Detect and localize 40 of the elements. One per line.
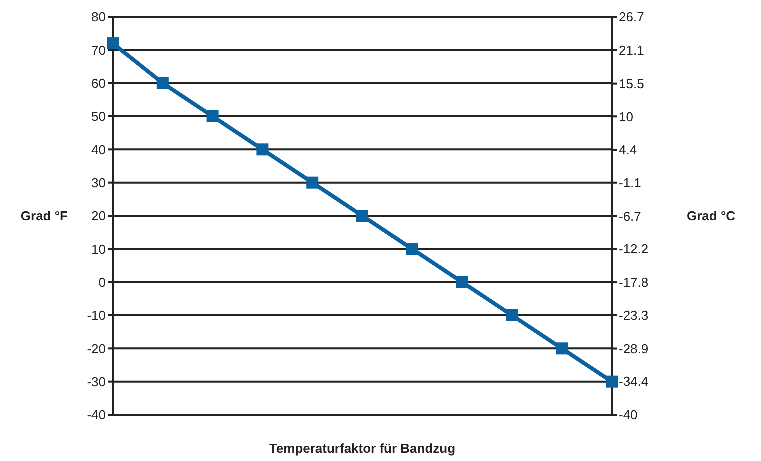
y2-tick-label: -28.9 xyxy=(619,341,649,356)
y-tick-label: -30 xyxy=(87,374,106,390)
y-tick-label: 60 xyxy=(92,76,106,91)
y-tick-label: -20 xyxy=(87,341,106,356)
y-tick-label: 40 xyxy=(92,142,106,158)
y-tick-label: -40 xyxy=(87,408,106,423)
y-tick-label: 30 xyxy=(92,175,106,190)
y-tick-label: -10 xyxy=(87,308,106,324)
y-tick-label: 70 xyxy=(92,42,106,58)
x-axis-title: Temperaturfaktor für Bandzug xyxy=(269,441,456,456)
y2-axis-title: Grad °C xyxy=(687,208,736,224)
point xyxy=(406,243,418,256)
y2-tick-label: -17.8 xyxy=(619,275,649,290)
point xyxy=(156,77,169,90)
y-axis-title: Grad °F xyxy=(20,208,68,224)
point xyxy=(206,110,219,122)
y2-tick-label: 10 xyxy=(619,109,634,124)
point xyxy=(606,376,618,388)
point xyxy=(556,342,568,355)
y2-tick-label: -34.4 xyxy=(619,374,649,390)
y2-tick-label: 26.7 xyxy=(619,10,644,25)
y2-tick-label: -12.2 xyxy=(619,242,649,257)
y2-tick-label: 21.1 xyxy=(619,43,644,58)
y2-tick-label: -23.3 xyxy=(619,308,649,323)
point xyxy=(306,176,319,189)
point xyxy=(107,38,119,50)
point xyxy=(256,144,269,156)
y2-tick-label: -40 xyxy=(619,408,638,423)
y-tick-label: 80 xyxy=(92,10,106,25)
y-tick-label: 10 xyxy=(92,242,106,257)
point xyxy=(356,210,368,222)
y2-tick-label: 15.5 xyxy=(619,76,644,92)
y2-tick-label: -1.1 xyxy=(619,176,642,190)
y2-tick-label: 4.4 xyxy=(619,142,638,158)
point xyxy=(456,276,468,288)
y-tick-label: 20 xyxy=(92,208,106,224)
point xyxy=(506,310,518,322)
y-tick-label: 50 xyxy=(92,109,106,124)
y2-tick-label: -6.7 xyxy=(619,208,642,224)
y-tick-label: 0 xyxy=(98,274,106,290)
